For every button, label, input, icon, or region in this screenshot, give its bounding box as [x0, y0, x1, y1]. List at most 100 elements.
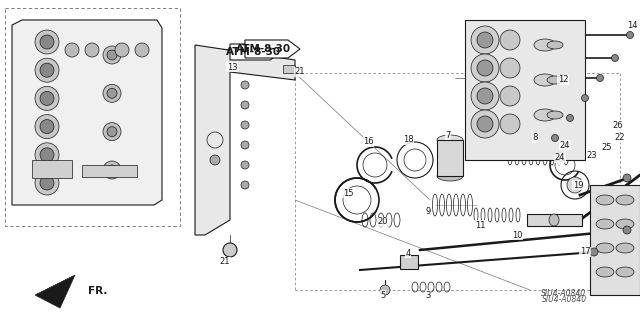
Circle shape: [85, 43, 99, 57]
Text: 6: 6: [557, 155, 563, 165]
Circle shape: [590, 248, 598, 256]
Circle shape: [552, 135, 559, 142]
Circle shape: [107, 88, 117, 98]
Circle shape: [241, 181, 249, 189]
Bar: [283, 65, 295, 73]
Circle shape: [135, 43, 149, 57]
Text: ATM-8-30: ATM-8-30: [227, 47, 282, 57]
Ellipse shape: [547, 76, 563, 84]
Circle shape: [223, 243, 237, 257]
Circle shape: [35, 143, 59, 167]
Ellipse shape: [534, 39, 556, 51]
Polygon shape: [195, 45, 295, 235]
Circle shape: [567, 177, 583, 193]
Ellipse shape: [596, 267, 614, 277]
Circle shape: [40, 63, 54, 77]
Circle shape: [623, 226, 631, 234]
Circle shape: [65, 43, 79, 57]
Text: SIU4-A0840: SIU4-A0840: [543, 295, 588, 305]
Circle shape: [103, 161, 121, 179]
Circle shape: [107, 50, 117, 60]
Circle shape: [477, 116, 493, 132]
Circle shape: [477, 60, 493, 76]
Circle shape: [40, 35, 54, 49]
Text: SIU4-A0840: SIU4-A0840: [541, 289, 586, 298]
Circle shape: [500, 58, 520, 78]
Text: 9: 9: [426, 207, 431, 217]
Text: 20: 20: [378, 218, 388, 226]
Circle shape: [103, 123, 121, 141]
Polygon shape: [12, 20, 162, 205]
Circle shape: [500, 86, 520, 106]
Ellipse shape: [596, 219, 614, 229]
Circle shape: [107, 165, 117, 175]
Ellipse shape: [616, 195, 634, 205]
Text: 23: 23: [587, 151, 597, 160]
Circle shape: [477, 32, 493, 48]
Circle shape: [477, 88, 493, 104]
Text: 7: 7: [445, 130, 451, 139]
Polygon shape: [35, 275, 75, 308]
Ellipse shape: [549, 214, 559, 226]
Circle shape: [40, 176, 54, 190]
Ellipse shape: [534, 74, 556, 86]
Circle shape: [500, 114, 520, 134]
Ellipse shape: [596, 195, 614, 205]
Text: 17: 17: [580, 248, 590, 256]
Polygon shape: [465, 20, 585, 160]
Bar: [32, 160, 72, 178]
Circle shape: [35, 86, 59, 110]
Circle shape: [596, 75, 604, 81]
Ellipse shape: [437, 171, 463, 181]
Text: 16: 16: [363, 137, 373, 146]
Text: 21: 21: [220, 257, 230, 266]
Circle shape: [115, 43, 129, 57]
Text: 12: 12: [557, 76, 568, 85]
Polygon shape: [230, 44, 282, 60]
Circle shape: [103, 84, 121, 102]
Circle shape: [35, 171, 59, 195]
Circle shape: [35, 30, 59, 54]
Ellipse shape: [547, 41, 563, 49]
Circle shape: [582, 94, 589, 101]
Circle shape: [40, 92, 54, 105]
Text: 25: 25: [602, 144, 612, 152]
Bar: [527, 214, 582, 226]
Text: 3: 3: [426, 291, 431, 300]
Circle shape: [241, 81, 249, 89]
Circle shape: [107, 127, 117, 137]
Ellipse shape: [547, 111, 563, 119]
Circle shape: [566, 115, 573, 122]
Circle shape: [471, 54, 499, 82]
Text: 21: 21: [295, 68, 305, 77]
Ellipse shape: [616, 219, 634, 229]
Circle shape: [500, 30, 520, 50]
Ellipse shape: [596, 243, 614, 253]
Ellipse shape: [616, 267, 634, 277]
Text: 14: 14: [627, 20, 637, 29]
Bar: [82, 165, 137, 177]
Circle shape: [471, 110, 499, 138]
Circle shape: [35, 58, 59, 82]
Text: ATM-8-30: ATM-8-30: [236, 44, 292, 54]
Text: 19: 19: [573, 181, 583, 189]
Text: FR.: FR.: [88, 286, 108, 296]
Circle shape: [210, 155, 220, 165]
Text: 18: 18: [403, 136, 413, 145]
Text: 24: 24: [560, 140, 570, 150]
Polygon shape: [245, 40, 300, 58]
Circle shape: [611, 55, 618, 62]
Bar: [437, 140, 463, 176]
Circle shape: [241, 101, 249, 109]
Circle shape: [40, 120, 54, 134]
Circle shape: [35, 115, 59, 138]
Text: 5: 5: [380, 291, 386, 300]
Ellipse shape: [534, 109, 556, 121]
Circle shape: [623, 174, 631, 182]
Text: 13: 13: [227, 63, 237, 71]
Circle shape: [627, 32, 634, 39]
Text: 8: 8: [532, 133, 538, 143]
Circle shape: [40, 148, 54, 162]
Bar: [400, 255, 418, 269]
Text: 26: 26: [612, 121, 623, 130]
